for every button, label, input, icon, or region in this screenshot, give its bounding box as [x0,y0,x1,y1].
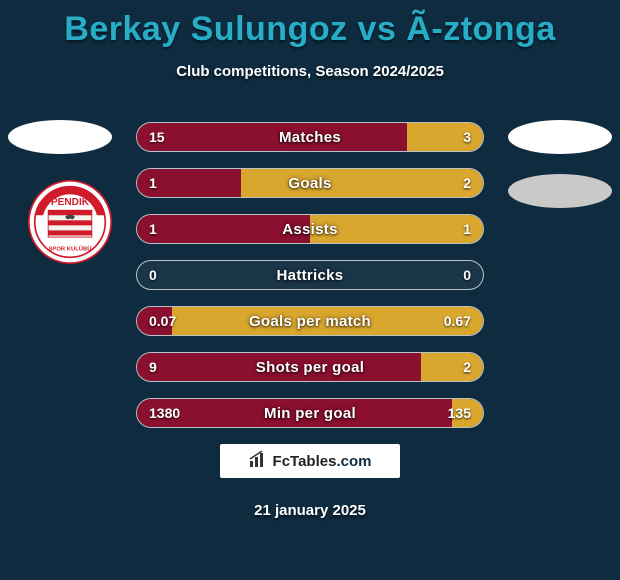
stat-value-right: 0 [463,261,471,289]
stat-row: Shots per goal9 2 [136,352,484,382]
svg-text:PENDIK: PENDIK [51,197,90,208]
player-left-badge-placeholder [8,120,112,154]
footer-date: 21 january 2025 [0,502,620,519]
brand-suffix: .com [336,453,371,470]
stat-value-left: 1380 [149,399,180,427]
stat-label: Goals per match [137,307,483,335]
stat-value-left: 0 [149,261,157,289]
player-right-badge-placeholder-1 [508,120,612,154]
stat-value-right: 2 [463,169,471,197]
stat-value-left: 15 [149,123,165,151]
stat-row: Min per goal1380 135 [136,398,484,428]
stat-label: Goals [137,169,483,197]
player-right-badge-placeholder-2 [508,174,612,208]
stat-label: Min per goal [137,399,483,427]
stat-label: Assists [137,215,483,243]
stat-value-right: 1 [463,215,471,243]
brand-name: FcTables [273,453,337,470]
stat-row: Goals1 2 [136,168,484,198]
stat-label: Matches [137,123,483,151]
stat-row: Hattricks0 0 [136,260,484,290]
stat-row: Assists1 1 [136,214,484,244]
stat-value-left: 9 [149,353,157,381]
stats-container: Matches153Goals12Assists11Hattricks00Goa… [136,122,484,444]
stat-value-left: 0.07 [149,307,176,335]
stat-value-left: 1 [149,215,157,243]
stat-value-right: 2 [463,353,471,381]
stat-row: Matches15 3 [136,122,484,152]
stat-value-right: 3 [463,123,471,151]
page-subtitle: Club competitions, Season 2024/2025 [0,63,620,80]
stat-value-left: 1 [149,169,157,197]
stat-value-right: 135 [448,399,471,427]
chart-icon [249,450,267,472]
stat-value-right: 0.67 [444,307,471,335]
club-logo-pendik: PENDIK SPOR KULÜBÜ [28,180,112,264]
stat-label: Shots per goal [137,353,483,381]
stat-label: Hattricks [137,261,483,289]
svg-text:SPOR KULÜBÜ: SPOR KULÜBÜ [49,246,92,253]
page-title: Berkay Sulungoz vs Ã-ztonga [0,0,620,49]
brand-badge[interactable]: FcTables.com [220,444,400,478]
content: Berkay Sulungoz vs Ã-ztonga Club competi… [0,0,620,580]
stat-row: Goals per match0.07 0.67 [136,306,484,336]
